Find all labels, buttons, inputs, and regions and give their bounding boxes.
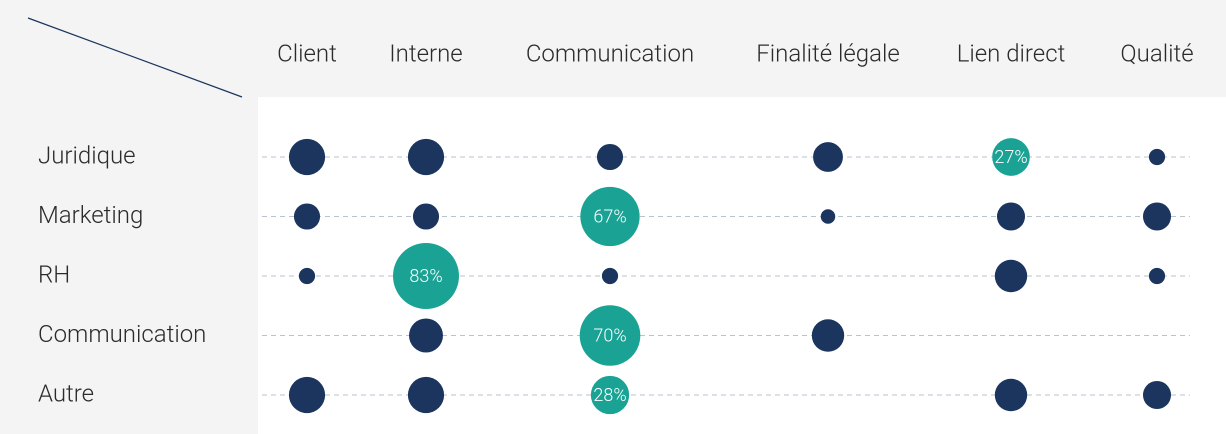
bubble xyxy=(1142,202,1172,231)
bubble xyxy=(409,318,443,353)
bubble xyxy=(996,202,1026,231)
bubble xyxy=(288,376,326,414)
column-header: Interne xyxy=(389,39,462,67)
bubble xyxy=(579,305,641,366)
value-label: 27% xyxy=(994,147,1027,168)
bubble xyxy=(293,203,321,230)
bubble xyxy=(590,375,630,415)
row-label-band xyxy=(0,97,258,434)
value-label: 83% xyxy=(409,266,442,287)
bubble xyxy=(298,267,316,285)
value-label: 67% xyxy=(593,206,626,227)
column-header: Communication xyxy=(526,39,694,67)
bubble xyxy=(580,186,640,247)
bubble xyxy=(407,376,445,414)
bubble xyxy=(412,203,440,230)
bubble xyxy=(596,143,624,171)
row-label: Autre xyxy=(38,379,94,407)
bubble xyxy=(393,243,459,309)
row-label: Marketing xyxy=(38,201,143,229)
bubble xyxy=(601,267,619,285)
column-header: Lien direct xyxy=(957,39,1066,67)
column-header: Qualité xyxy=(1120,39,1193,67)
bubble xyxy=(1148,267,1166,285)
bubble xyxy=(820,209,836,224)
bubble xyxy=(994,259,1028,293)
bubble xyxy=(1142,380,1172,410)
bubble xyxy=(994,378,1028,412)
bubble xyxy=(1148,148,1166,166)
bubble xyxy=(992,138,1030,176)
bubble xyxy=(407,138,445,176)
bubble xyxy=(813,142,843,172)
value-label: 70% xyxy=(593,325,626,346)
column-header: Finalité légale xyxy=(756,39,900,67)
header-band xyxy=(0,0,1226,97)
column-header: Client xyxy=(277,39,337,67)
row-label: RH xyxy=(38,260,70,288)
bubble xyxy=(288,138,326,176)
value-label: 28% xyxy=(593,385,626,406)
corner-diagonal xyxy=(27,17,243,98)
row-label: Juridique xyxy=(38,141,136,169)
bubble xyxy=(811,319,845,352)
row-label: Communication xyxy=(38,320,206,348)
